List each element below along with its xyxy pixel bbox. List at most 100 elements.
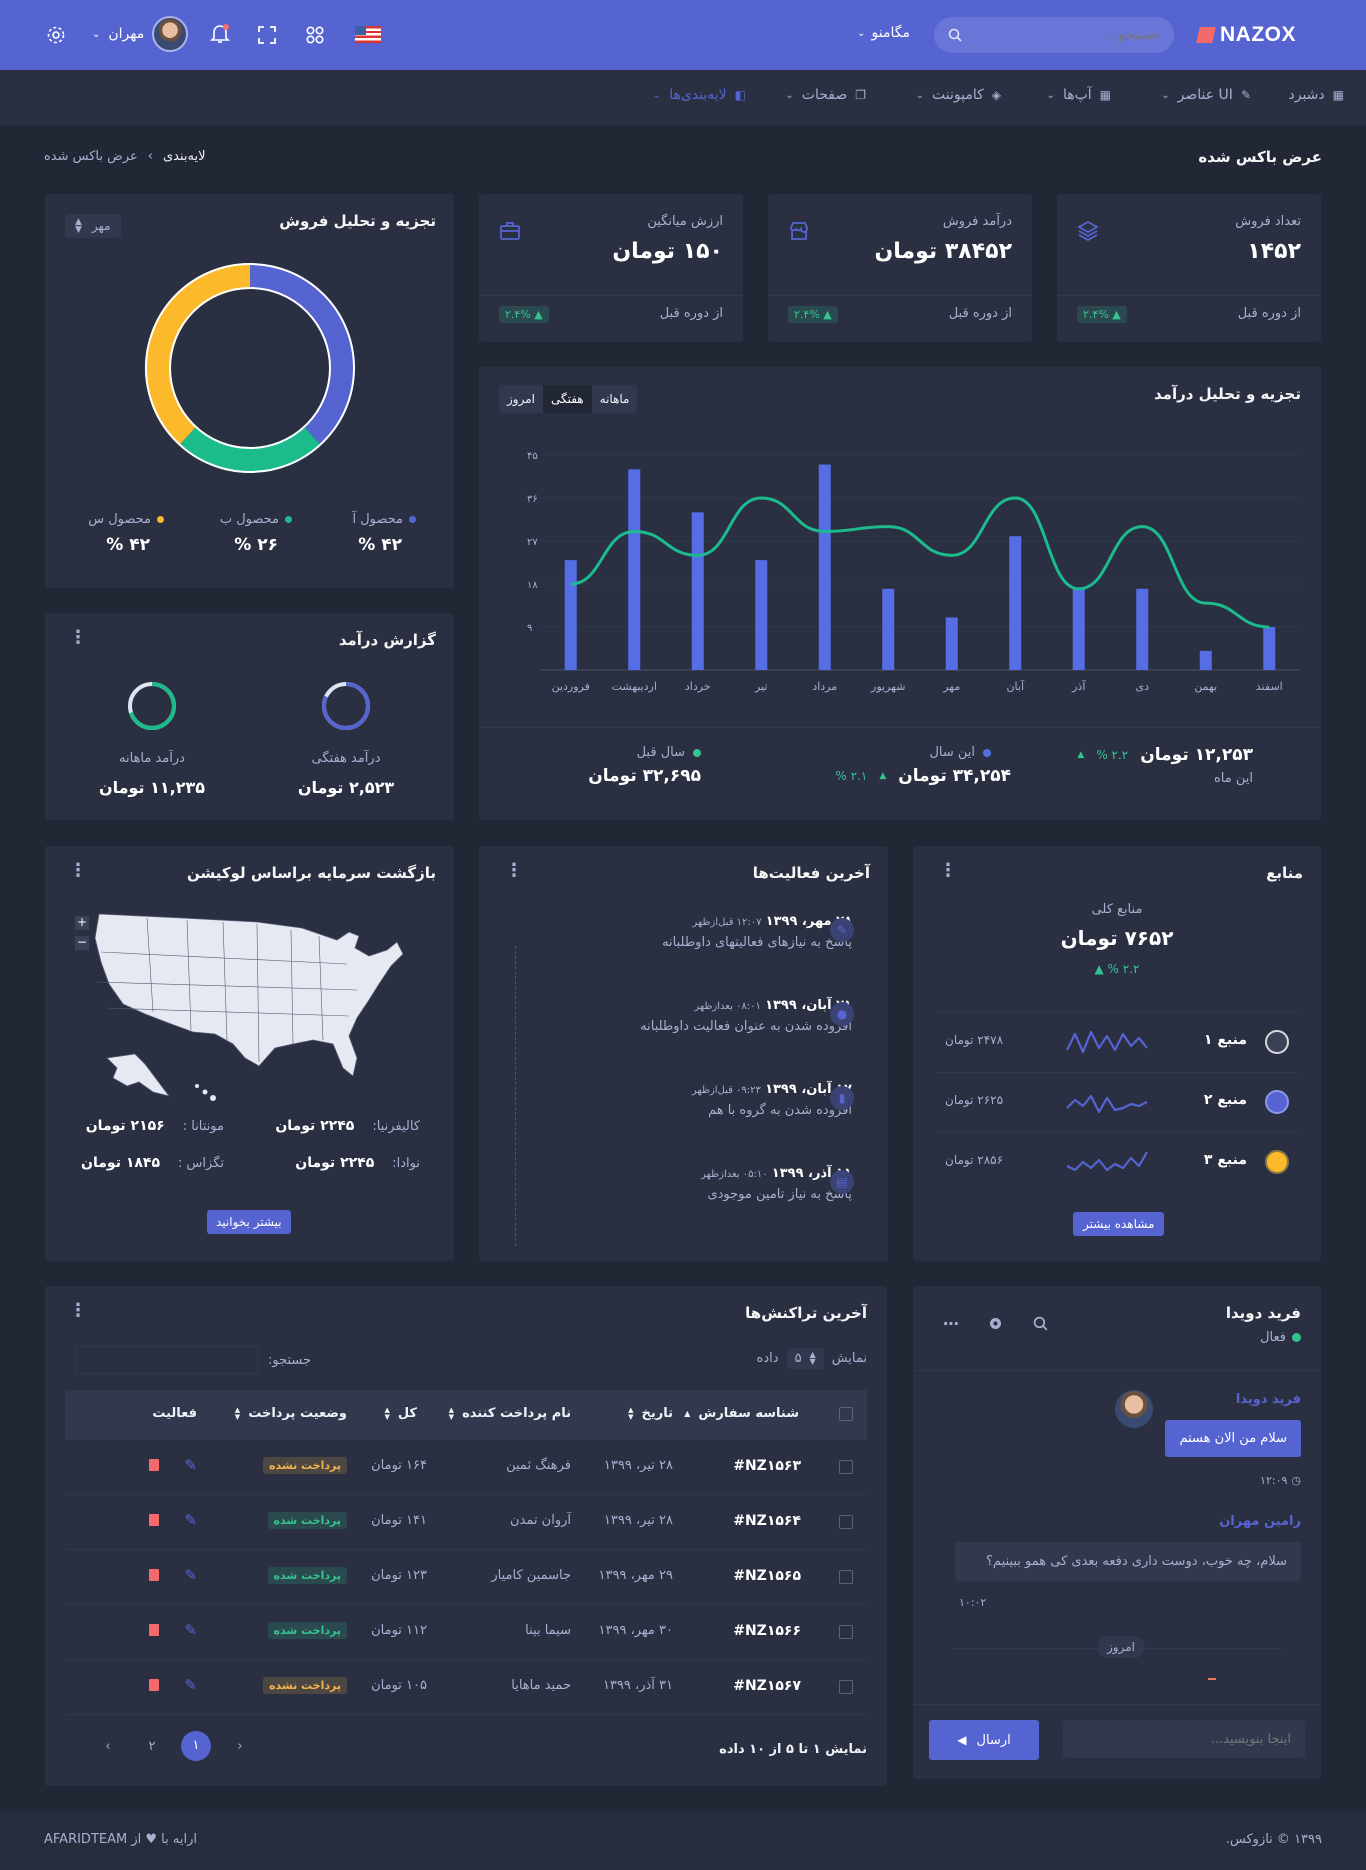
- order-id[interactable]: #NZ۱۵۶۷: [733, 1678, 801, 1694]
- edit-icon[interactable]: ✎: [184, 1676, 197, 1694]
- layout-icon: ◧: [734, 88, 746, 102]
- search-icon: [948, 28, 962, 42]
- location-stat: نوادا: ۲۲۴۵ تومان: [295, 1155, 420, 1171]
- search-icon[interactable]: [1033, 1316, 1048, 1331]
- menu-item-dashboard[interactable]: ▦ دشبرد: [1288, 87, 1345, 103]
- table-search-input[interactable]: [75, 1346, 258, 1374]
- briefcase-icon: [500, 222, 520, 240]
- apps-grid-icon[interactable]: [306, 26, 324, 44]
- activity-item: ✎ ۲۸ مهر، ۱۳۹۹ ۱۲:۰۷ قبل‌ازظهر پاسخ به ن…: [662, 914, 854, 950]
- gear-icon[interactable]: [46, 25, 66, 45]
- sort-header-order-id[interactable]: شناسه سفارش ▲: [684, 1406, 799, 1421]
- ethereum-icon: [1265, 1090, 1289, 1114]
- more-vertical-icon[interactable]: ⋮: [505, 860, 523, 881]
- zoom-out-button[interactable]: −: [75, 935, 89, 950]
- breadcrumb-separator: ›: [147, 149, 153, 164]
- x-tick-label: آبان: [1006, 679, 1024, 693]
- usa-map: [94, 913, 404, 1101]
- trash-icon[interactable]: [149, 1624, 159, 1636]
- trash-icon[interactable]: [149, 1679, 159, 1691]
- checkbox[interactable]: [839, 1625, 853, 1639]
- location-stat: کالیفرنیا: ۲۲۴۵ تومان: [275, 1118, 420, 1134]
- more-vertical-icon[interactable]: ⋮: [69, 1300, 87, 1321]
- search-input[interactable]: [970, 17, 1160, 53]
- menu-item-layouts[interactable]: ◧ لایه‌بندی‌ها ⌄: [652, 87, 746, 103]
- pagination-page-active[interactable]: ۱: [181, 1731, 211, 1761]
- sort-header-status[interactable]: وضعیت پرداخت ▲ ▼: [234, 1406, 347, 1421]
- store-icon: [790, 222, 808, 240]
- litecoin-icon: [1265, 1150, 1289, 1174]
- sort-header-payer[interactable]: نام پرداخت کننده ▲ ▼: [448, 1406, 571, 1421]
- clipboard-icon: ▤: [830, 1170, 854, 1194]
- more-vertical-icon[interactable]: ⋮: [69, 860, 87, 881]
- more-vertical-icon[interactable]: ⋮: [69, 627, 87, 648]
- checkbox[interactable]: [839, 1460, 853, 1474]
- breadcrumb-link[interactable]: لایه‌بندی: [162, 149, 206, 164]
- sort-icon: ▲ ▼: [809, 1350, 816, 1367]
- pagination-next-icon[interactable]: ›: [237, 1738, 243, 1754]
- tab-monthly[interactable]: ماهانه: [599, 392, 630, 406]
- edit-icon[interactable]: ✎: [184, 1456, 197, 1474]
- tab-today[interactable]: امروز: [507, 392, 535, 406]
- menu-item-components[interactable]: ◈ کامپوننت ⌄: [915, 87, 1001, 103]
- gear-icon[interactable]: [987, 1315, 1004, 1332]
- brand-logo[interactable]: NAZOX: [1196, 20, 1296, 50]
- more-vertical-icon[interactable]: ⋮: [939, 860, 957, 881]
- sort-header-total[interactable]: کل ▲ ▼: [384, 1406, 417, 1421]
- payer-name: حمید ماهایا: [511, 1678, 571, 1693]
- x-tick-label: بهمن: [1194, 680, 1217, 693]
- month-select[interactable]: مهر ▲ ▼: [65, 214, 121, 239]
- donut-outer-ring: [145, 263, 355, 473]
- edit-icon[interactable]: ✎: [184, 1511, 197, 1529]
- menu-item-pages[interactable]: ❐ صفحات ⌄: [785, 87, 866, 103]
- edit-icon[interactable]: ✎: [184, 1621, 197, 1639]
- sort-header-date[interactable]: تاریخ ▲ ▼: [628, 1406, 673, 1421]
- page-length-select[interactable]: ▲ ▼ ۵: [786, 1348, 824, 1369]
- fullscreen-icon[interactable]: [258, 26, 276, 44]
- legend-dot: [693, 748, 701, 757]
- user-menu[interactable]: ⌄ مهران: [92, 16, 189, 52]
- edit-icon: ✎: [830, 918, 854, 942]
- order-id[interactable]: #NZ۱۵۶۴: [733, 1513, 801, 1529]
- zoom-in-button[interactable]: +: [75, 915, 89, 930]
- more-horizontal-icon[interactable]: ⋯: [943, 1314, 959, 1333]
- view-more-button[interactable]: مشاهده بیشتر: [1073, 1212, 1165, 1236]
- x-tick-label: مرداد: [812, 680, 837, 693]
- stat-card-sales-count: تعداد فروش ۱۴۵۲ از دوره قبل ۲.۴% ▲: [1057, 194, 1321, 342]
- table-search: جستجو:: [75, 1346, 311, 1374]
- flag-us-icon[interactable]: [355, 26, 381, 43]
- order-date: ۳۱ آذر، ۱۳۹۹: [602, 1678, 673, 1693]
- search-box[interactable]: [934, 17, 1174, 53]
- edit-icon[interactable]: ✎: [184, 1566, 197, 1584]
- trash-icon[interactable]: [149, 1514, 159, 1526]
- bell-icon[interactable]: [210, 24, 230, 44]
- read-more-button[interactable]: بیشتر بخوانید: [207, 1210, 291, 1234]
- legend-item-product-c: محصول س ۴۲ %: [88, 512, 164, 555]
- y-tick-label: ۹: [527, 623, 532, 634]
- bar: [882, 588, 895, 670]
- trash-icon[interactable]: [149, 1459, 159, 1471]
- send-button[interactable]: ارسال ◀: [929, 1720, 1039, 1760]
- trash-icon[interactable]: [149, 1569, 159, 1581]
- pagination-prev-icon[interactable]: ‹: [105, 1738, 111, 1754]
- checkbox[interactable]: [839, 1407, 853, 1421]
- donut-slice: [249, 263, 355, 446]
- checkbox[interactable]: [839, 1680, 853, 1694]
- menu-item-apps[interactable]: ▦ آپ‌ها ⌄: [1046, 87, 1111, 103]
- menu-item-ui-elements[interactable]: ✎ UI عناصر ⌄: [1161, 87, 1251, 103]
- order-total: ۱۲۳ تومان: [371, 1568, 427, 1583]
- payer-name: سیما بینا: [525, 1623, 571, 1638]
- order-total: ۱۶۴ تومان: [371, 1458, 427, 1473]
- pagination-page[interactable]: ۲: [148, 1738, 156, 1754]
- checkbox[interactable]: [839, 1515, 853, 1529]
- bar: [1263, 627, 1276, 670]
- x-tick-label: مهر: [942, 680, 960, 693]
- chat-message-input[interactable]: [1063, 1720, 1305, 1758]
- mega-menu-toggle[interactable]: مگامنو ⌄: [857, 25, 910, 41]
- order-id[interactable]: #NZ۱۵۶۶: [733, 1623, 801, 1639]
- y-tick-label: ۴۵: [527, 451, 538, 462]
- order-id[interactable]: #NZ۱۵۶۳: [733, 1458, 801, 1474]
- order-id[interactable]: #NZ۱۵۶۵: [733, 1568, 801, 1584]
- tab-weekly[interactable]: هفتگی: [542, 385, 592, 413]
- checkbox[interactable]: [839, 1570, 853, 1584]
